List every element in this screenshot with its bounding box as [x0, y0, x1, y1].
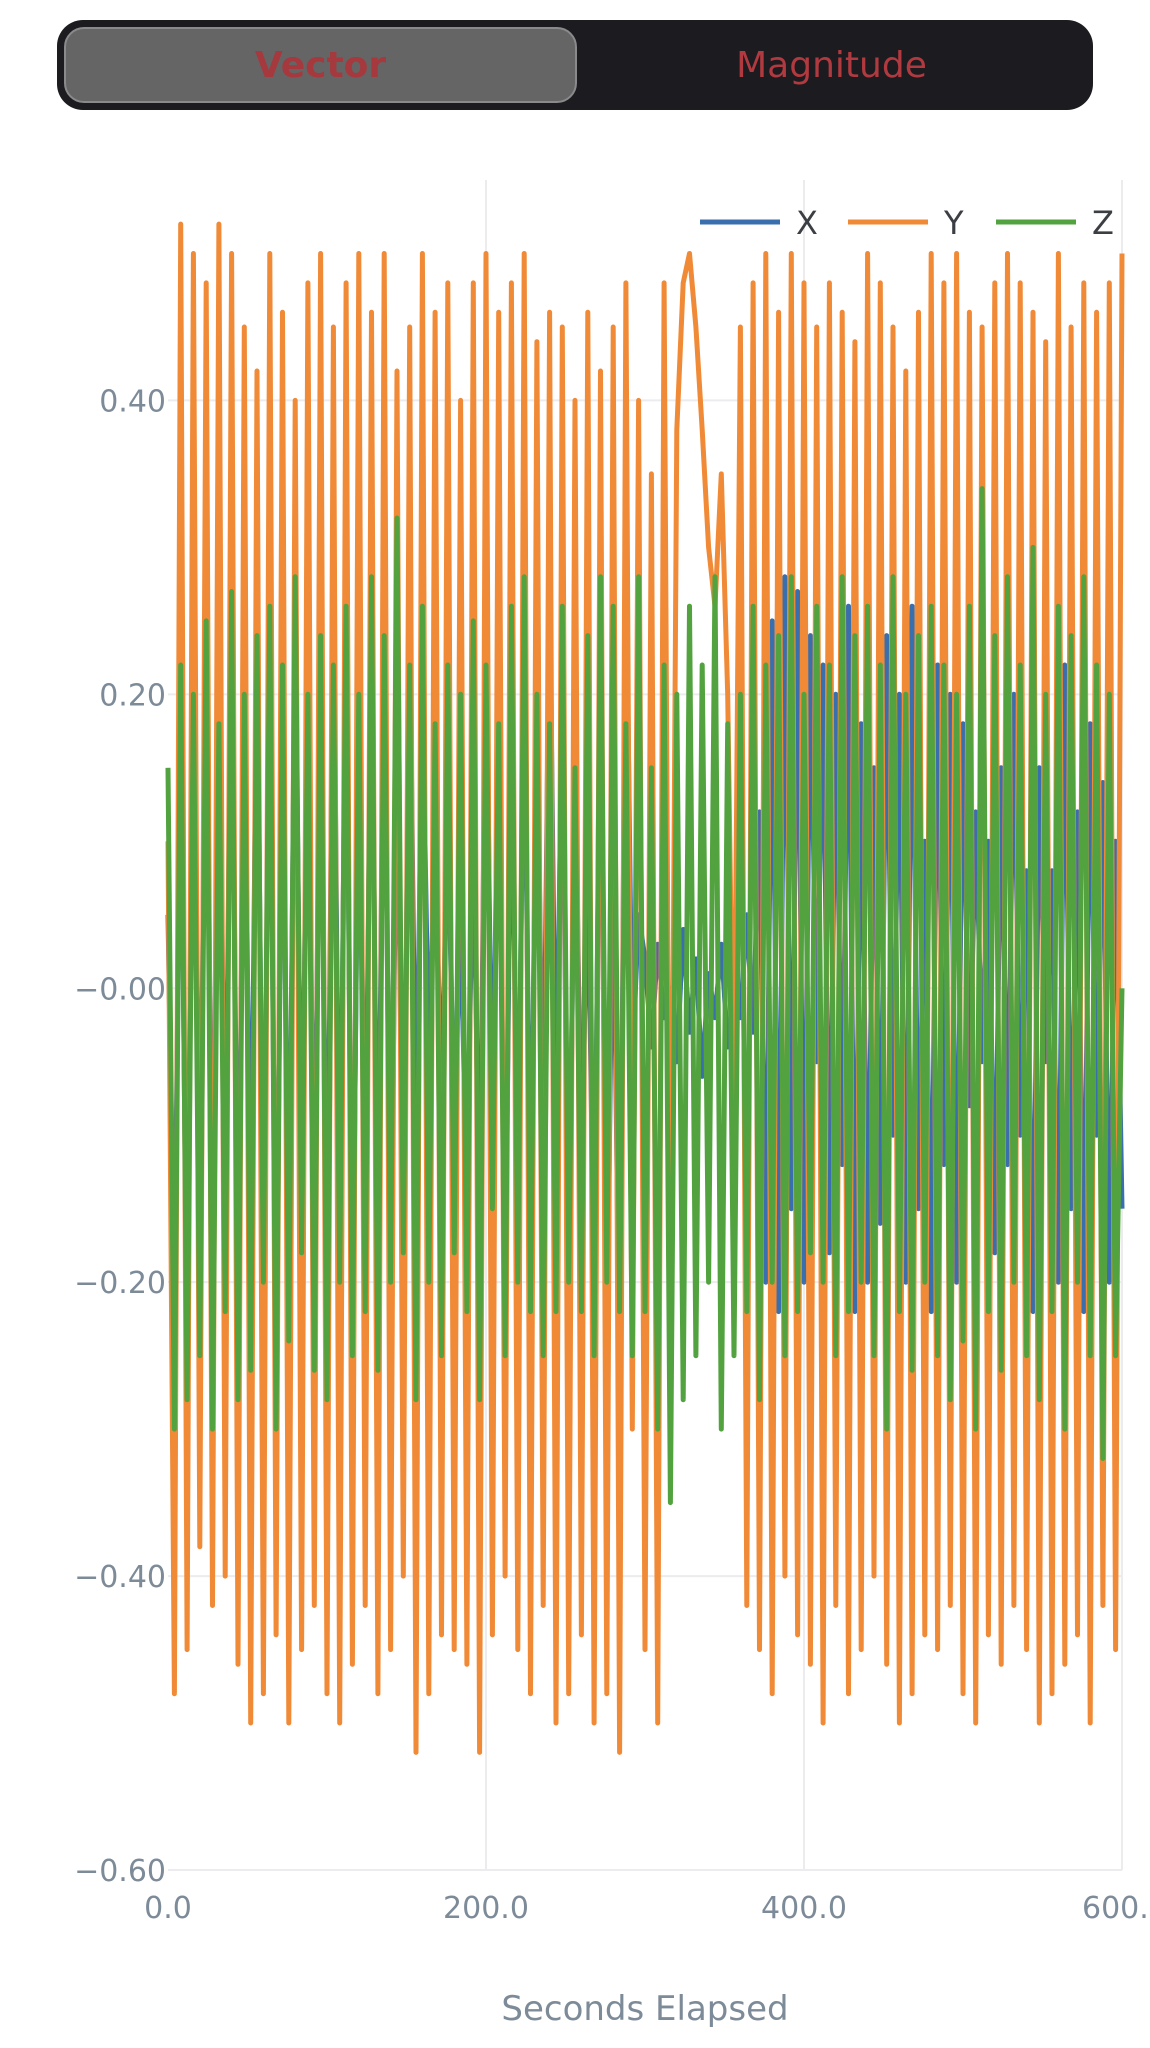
y-tick-label: −0.60: [74, 1854, 166, 1889]
x-tick-label: 400.0: [761, 1891, 847, 1926]
series-lines: [165, 221, 1125, 1755]
legend: X Y Z: [700, 204, 1114, 242]
chart: −0.60 −0.40 −0.20 −0.00 0.20 0.40 0.0 200.0 400…: [74, 180, 1150, 2029]
series-line-y: [165, 221, 1125, 1755]
y-tick-label: 0.20: [99, 678, 166, 713]
x-tick-label: 200.0: [443, 1891, 529, 1926]
x-axis-label: Seconds Elapsed: [501, 1989, 788, 2029]
x-axis-ticks: 0.0 200.0 400.0 600.0: [144, 1891, 1150, 1926]
y-tick-label: 0.40: [99, 384, 166, 419]
x-tick-label: 0.0: [144, 1891, 192, 1926]
y-tick-label: −0.20: [74, 1266, 166, 1301]
x-tick-label: 600.0: [1082, 1891, 1150, 1926]
magnitude-tab[interactable]: Magnitude: [736, 44, 927, 86]
y-axis-ticks: −0.60 −0.40 −0.20 −0.00 0.20 0.40: [74, 384, 166, 1889]
legend-label-y: Y: [943, 204, 964, 242]
segmented-control: Vector Magnitude: [57, 20, 1093, 110]
series-line-z: [165, 486, 1125, 1506]
legend-label-x: X: [796, 204, 818, 242]
legend-label-z: Z: [1092, 204, 1114, 242]
y-tick-label: −0.00: [74, 972, 166, 1007]
y-tick-label: −0.40: [74, 1560, 166, 1595]
vector-tab[interactable]: Vector: [64, 27, 577, 103]
